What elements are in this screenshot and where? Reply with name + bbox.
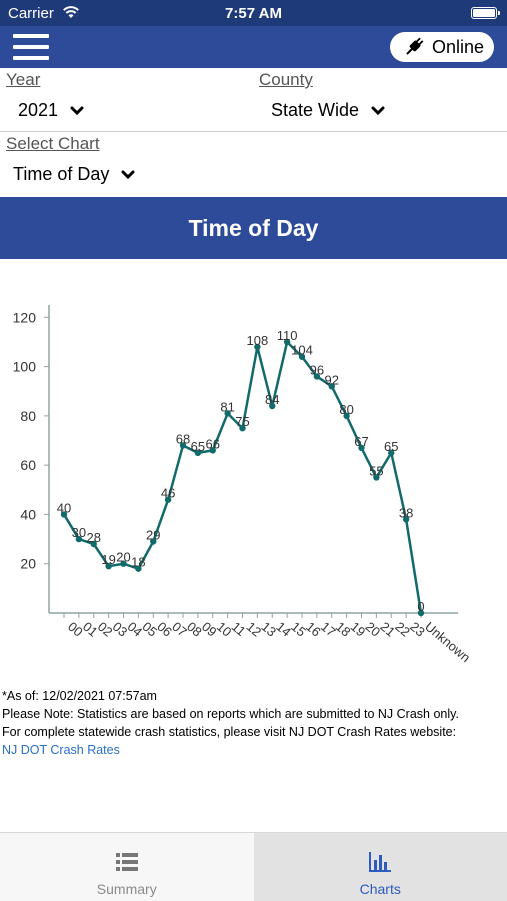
tab-charts[interactable]: Charts [254, 833, 507, 901]
online-label: Online [432, 37, 484, 58]
plug-icon [402, 35, 426, 59]
data-label: 65 [384, 439, 398, 454]
clock: 7:57 AM [0, 5, 507, 22]
data-label: 18 [131, 555, 145, 570]
data-label: 92 [325, 372, 339, 387]
chart-filter: Select Chart Time of Day [0, 132, 507, 197]
data-label: 84 [265, 392, 279, 407]
chevron-down-icon [70, 105, 84, 117]
y-tick-label: 20 [20, 556, 36, 572]
data-label: 20 [116, 550, 130, 565]
year-county-filters: Year 2021 County State Wide [0, 68, 507, 132]
year-label: Year [6, 70, 40, 90]
data-label: 67 [354, 434, 368, 449]
data-label: 80 [339, 402, 353, 417]
data-label: 108 [247, 333, 269, 348]
y-tick-label: 120 [13, 309, 37, 325]
county-select[interactable]: State Wide [271, 100, 385, 121]
y-tick-label: 60 [20, 457, 36, 473]
data-label: 66 [206, 436, 220, 451]
data-label: 104 [291, 343, 313, 358]
tab-summary[interactable]: Summary [0, 833, 254, 901]
data-label: 75 [235, 414, 249, 429]
line-chart: 2040608010012000010203040506070809101112… [0, 295, 507, 685]
tab-summary-label: Summary [0, 881, 254, 897]
as-of-text: *As of: 12/02/2021 07:57am [2, 687, 507, 705]
bar-chart-icon [368, 851, 392, 873]
data-label: 28 [87, 530, 101, 545]
year-value: 2021 [18, 100, 58, 121]
note-line-1: Please Note: Statistics are based on rep… [2, 705, 507, 723]
battery-icon [471, 7, 497, 19]
series-line [64, 342, 421, 613]
nj-dot-crash-rates-link[interactable]: NJ DOT Crash Rates [2, 743, 120, 757]
year-select[interactable]: 2021 [18, 100, 84, 121]
page-title: Time of Day [0, 197, 507, 259]
chevron-down-icon [371, 105, 385, 117]
hamburger-menu-icon[interactable] [13, 31, 49, 63]
data-label: 29 [146, 528, 160, 543]
data-label: 81 [220, 399, 234, 414]
data-label: 0 [417, 599, 424, 614]
status-bar: Carrier 7:57 AM [0, 0, 507, 26]
select-chart-label: Select Chart [6, 134, 100, 154]
y-tick-label: 100 [13, 359, 37, 375]
data-label: 19 [101, 552, 115, 567]
chart-select[interactable]: Time of Day [13, 164, 135, 185]
tab-bar: Summary Charts [0, 832, 507, 900]
data-label: 55 [369, 463, 383, 478]
data-label: 38 [399, 505, 413, 520]
online-button[interactable]: Online [390, 32, 494, 62]
chart-value: Time of Day [13, 164, 109, 185]
data-label: 40 [57, 500, 71, 515]
nav-bar: Online [0, 26, 507, 68]
data-label: 68 [176, 431, 190, 446]
chevron-down-icon [121, 169, 135, 181]
county-label: County [259, 70, 313, 90]
data-label: 46 [161, 486, 175, 501]
county-value: State Wide [271, 100, 359, 121]
x-tick-label: Unknown [422, 619, 473, 665]
data-label: 96 [310, 362, 324, 377]
note-line-2: For complete statewide crash statistics,… [2, 723, 507, 741]
tab-charts-label: Charts [254, 881, 507, 897]
y-tick-label: 80 [20, 408, 36, 424]
list-icon [115, 851, 139, 873]
data-label: 65 [191, 439, 205, 454]
y-tick-label: 40 [20, 506, 36, 522]
notes: *As of: 12/02/2021 07:57am Please Note: … [2, 687, 507, 759]
data-label: 110 [277, 328, 298, 343]
data-label: 30 [72, 525, 86, 540]
